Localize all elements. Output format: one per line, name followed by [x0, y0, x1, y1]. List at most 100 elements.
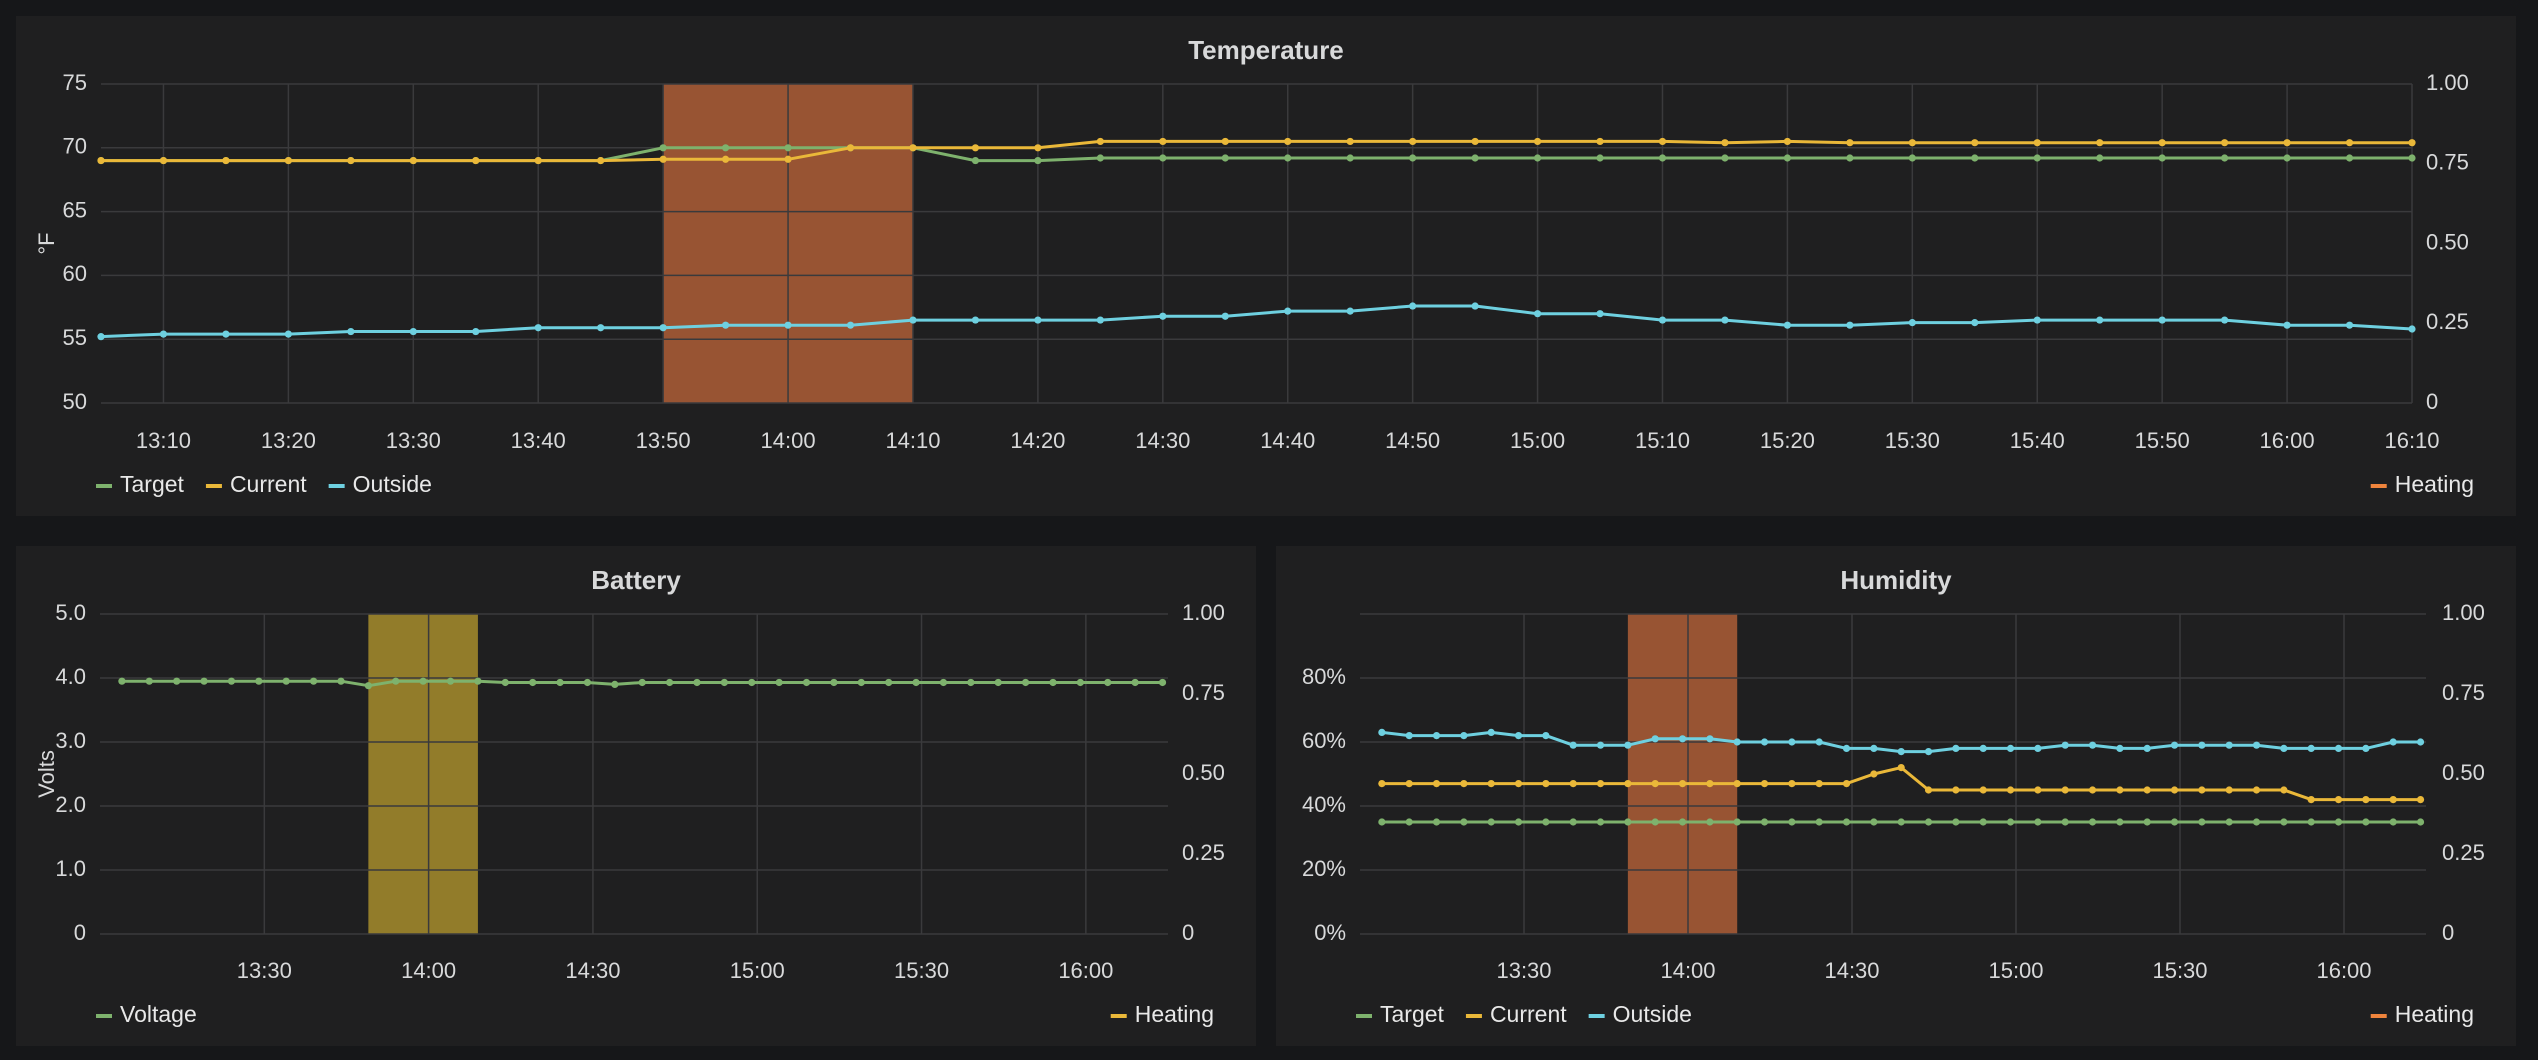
heating-band — [1627, 614, 1738, 934]
data-point-target — [2096, 154, 2104, 162]
data-point-outside — [472, 327, 480, 336]
data-point-target — [2034, 818, 2042, 826]
data-point-target — [1542, 818, 1550, 826]
data-point-current — [721, 155, 730, 163]
data-point-outside — [2143, 744, 2151, 752]
data-point-target — [1815, 818, 1823, 826]
data-point-outside — [1432, 732, 1441, 740]
data-point-current — [2096, 139, 2104, 147]
data-point-current — [2389, 796, 2397, 804]
data-point-voltage — [255, 677, 263, 685]
data-point-target — [721, 144, 730, 152]
data-point-current — [659, 155, 667, 163]
data-point-voltage — [200, 677, 208, 685]
x-tick-label: 15:50 — [2135, 428, 2190, 453]
data-point-outside — [1405, 732, 1413, 740]
data-point-target — [1596, 154, 1604, 162]
y2-tick-label: 0.75 — [2426, 150, 2469, 175]
data-point-voltage — [227, 677, 236, 685]
data-point-outside — [1542, 732, 1550, 740]
data-point-target — [1409, 154, 1417, 162]
data-point-current — [1487, 780, 1495, 788]
data-point-outside — [1733, 738, 1741, 746]
data-point-outside — [2116, 744, 2124, 752]
y-tick-label: 20% — [1302, 856, 1346, 881]
data-point-outside — [1721, 316, 1729, 324]
data-point-target — [2170, 818, 2179, 826]
legend-item-outside[interactable]: Outside — [1613, 1001, 1692, 1027]
legend-item-heating[interactable]: Heating — [1135, 1001, 1214, 1027]
legend-item-target[interactable]: Target — [120, 471, 185, 497]
data-point-target — [1096, 154, 1104, 162]
data-point-current — [1460, 780, 1468, 788]
legend-item-heating[interactable]: Heating — [2395, 1001, 2474, 1027]
data-point-current — [1842, 780, 1851, 788]
data-point-outside — [1409, 302, 1417, 310]
data-point-current — [1651, 780, 1659, 788]
data-point-current — [1569, 780, 1577, 788]
y-tick-label: 60 — [63, 261, 87, 286]
x-tick-label: 14:00 — [761, 428, 816, 453]
data-point-outside — [1924, 748, 1933, 756]
y-tick-label: 55 — [63, 325, 87, 350]
data-point-outside — [2096, 316, 2104, 324]
data-point-target — [1721, 154, 1729, 162]
y2-tick-label: 0.50 — [2442, 760, 2485, 785]
data-point-outside — [1897, 748, 1905, 756]
data-point-outside — [2158, 316, 2166, 324]
data-point-outside — [1533, 310, 1542, 318]
y-tick-label: 1.0 — [55, 856, 86, 881]
data-point-voltage — [666, 678, 674, 687]
data-point-outside — [159, 330, 168, 338]
data-point-target — [1624, 818, 1632, 826]
y-axis-label: Volts — [34, 750, 59, 798]
data-point-outside — [2198, 741, 2206, 749]
legend-item-current[interactable]: Current — [1490, 1001, 1567, 1027]
legend-item-heating[interactable]: Heating — [2395, 471, 2474, 497]
data-point-current — [1596, 780, 1605, 788]
y-tick-label: 50 — [63, 389, 87, 414]
data-point-current — [409, 156, 417, 165]
legend-item-voltage[interactable]: Voltage — [120, 1001, 197, 1027]
data-point-current — [1760, 780, 1769, 788]
data-point-target — [1460, 818, 1468, 826]
data-point-current — [1870, 770, 1878, 778]
data-point-current — [1346, 137, 1354, 146]
data-point-voltage — [364, 682, 372, 690]
series-line-current — [101, 139, 2412, 163]
data-point-target — [1596, 818, 1605, 826]
legend-item-current[interactable]: Current — [230, 471, 307, 497]
data-point-outside — [2170, 741, 2179, 749]
data-point-current — [2280, 786, 2288, 794]
temperature-chart: Temperature 50 55 60 65 70 75 0 0.25 0.50 0.75 1.00… — [34, 35, 2474, 497]
data-point-current — [2034, 786, 2042, 794]
data-point-target — [2143, 818, 2151, 826]
data-point-current — [222, 156, 230, 165]
y2-tick-label: 0.75 — [1182, 680, 1225, 705]
data-point-current — [1971, 139, 1979, 147]
y-tick-label: 5.0 — [55, 600, 86, 625]
data-point-voltage — [556, 678, 564, 687]
data-point-target — [971, 156, 980, 165]
data-point-current — [1908, 139, 1916, 147]
legend-item-target[interactable]: Target — [1380, 1001, 1445, 1027]
data-point-current — [2158, 139, 2166, 147]
x-tick-label: 15:20 — [1760, 428, 1815, 453]
data-point-target — [1159, 154, 1167, 162]
data-point-outside — [1596, 741, 1605, 749]
data-point-current — [1624, 780, 1632, 788]
x-tick-label: 15:00 — [1510, 428, 1565, 453]
y-tick-label: 3.0 — [55, 728, 86, 753]
data-point-outside — [2088, 741, 2097, 749]
data-point-target — [659, 144, 667, 152]
data-point-target — [1783, 154, 1792, 162]
data-point-outside — [1346, 307, 1354, 315]
data-point-outside — [1378, 728, 1386, 736]
y-tick-label: 65 — [63, 197, 87, 222]
data-point-target — [2061, 818, 2069, 826]
y2-tick-label: 1.00 — [2426, 70, 2469, 95]
data-point-current — [784, 155, 792, 163]
x-tick-label: 14:40 — [1260, 428, 1315, 453]
legend-item-outside[interactable]: Outside — [353, 471, 432, 497]
data-point-target — [784, 144, 792, 152]
